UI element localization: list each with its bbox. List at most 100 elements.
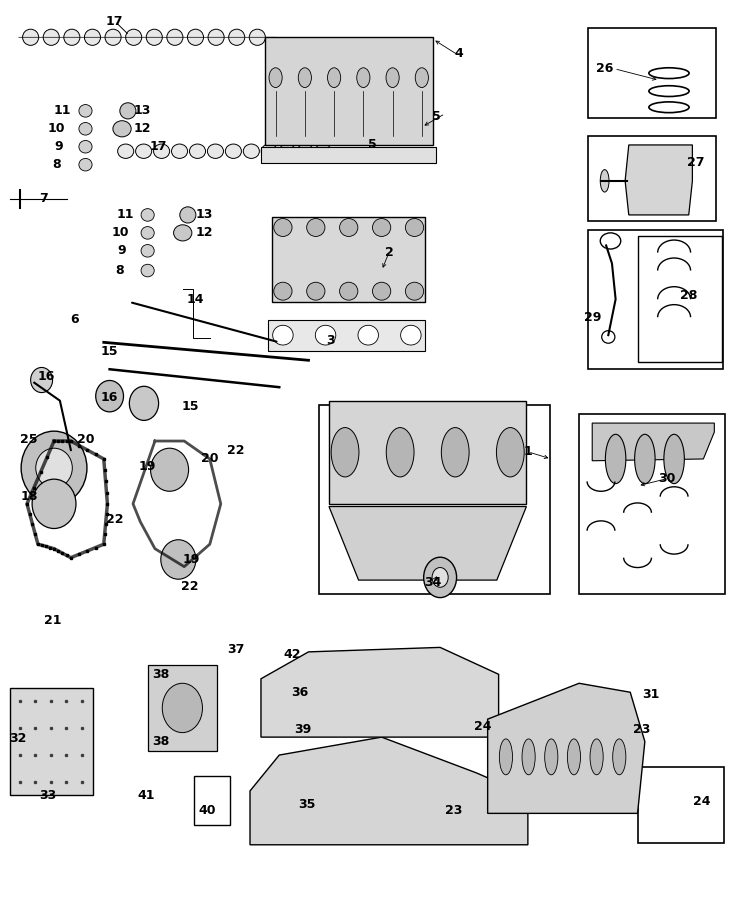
Text: 18: 18 [21,491,38,503]
Text: 5: 5 [432,110,441,122]
Ellipse shape [664,435,684,483]
Ellipse shape [79,140,92,153]
Polygon shape [148,665,217,751]
Ellipse shape [79,158,92,171]
Text: 26: 26 [596,62,614,76]
Ellipse shape [95,381,123,412]
Text: 19: 19 [183,553,200,566]
Polygon shape [250,737,528,845]
Polygon shape [265,37,433,145]
Text: 16: 16 [101,392,118,404]
Ellipse shape [36,448,73,488]
Text: 21: 21 [44,614,62,627]
Ellipse shape [274,283,292,301]
Bar [579,414,725,594]
Text: 27: 27 [687,157,705,169]
Text: 22: 22 [106,514,123,526]
Ellipse shape [269,68,282,87]
Bar [638,767,724,843]
Polygon shape [261,647,498,737]
Text: 10: 10 [111,227,128,239]
Ellipse shape [405,283,424,301]
Bar [638,237,722,362]
Ellipse shape [105,29,121,45]
Text: 7: 7 [40,193,48,205]
Text: 40: 40 [199,805,217,817]
Text: 35: 35 [298,798,316,811]
Text: 25: 25 [21,433,38,446]
Ellipse shape [606,435,626,483]
Text: 37: 37 [227,643,244,656]
Text: 9: 9 [117,244,126,257]
Ellipse shape [340,283,358,301]
Ellipse shape [432,568,448,588]
Ellipse shape [150,448,189,491]
Polygon shape [487,683,645,814]
Text: 14: 14 [186,292,204,306]
Ellipse shape [141,245,154,257]
Ellipse shape [31,367,53,392]
Ellipse shape [162,683,203,733]
Ellipse shape [424,557,457,598]
Text: 23: 23 [633,724,650,736]
Ellipse shape [126,29,142,45]
Text: 11: 11 [54,104,70,117]
Text: 32: 32 [9,733,26,745]
Ellipse shape [243,144,259,158]
Ellipse shape [522,739,535,775]
Text: 13: 13 [196,209,214,221]
Ellipse shape [225,144,241,158]
Text: 20: 20 [77,433,94,446]
Ellipse shape [153,144,170,158]
Text: 33: 33 [39,789,56,802]
Text: 11: 11 [117,209,134,221]
Text: 29: 29 [584,310,601,324]
Ellipse shape [331,428,359,477]
Ellipse shape [441,428,469,477]
Ellipse shape [172,144,188,158]
Text: 23: 23 [445,805,462,817]
Bar [588,28,716,118]
Ellipse shape [635,435,655,483]
Ellipse shape [372,219,390,237]
Text: 19: 19 [139,460,156,473]
Text: 24: 24 [473,720,491,733]
Text: 42: 42 [283,648,301,662]
Ellipse shape [272,325,293,345]
Ellipse shape [187,29,203,45]
Text: 34: 34 [424,576,441,590]
Text: 15: 15 [181,400,199,413]
Polygon shape [329,507,526,580]
Ellipse shape [146,29,162,45]
Ellipse shape [136,144,152,158]
Ellipse shape [208,29,224,45]
Polygon shape [329,400,526,504]
Ellipse shape [600,169,609,192]
Ellipse shape [43,29,59,45]
Ellipse shape [229,29,244,45]
Text: 39: 39 [294,724,311,736]
Ellipse shape [180,207,196,223]
Ellipse shape [161,540,196,580]
Ellipse shape [129,386,159,420]
Text: 22: 22 [181,580,199,593]
Ellipse shape [261,144,277,158]
Ellipse shape [167,29,183,45]
Ellipse shape [84,29,101,45]
Text: 15: 15 [101,345,118,358]
Polygon shape [269,320,426,351]
Ellipse shape [21,431,87,505]
Text: 8: 8 [52,158,60,171]
Ellipse shape [340,219,358,237]
Polygon shape [625,145,692,215]
Ellipse shape [141,209,154,221]
Ellipse shape [141,265,154,277]
Text: 12: 12 [134,122,151,135]
Ellipse shape [357,68,370,87]
Bar [194,776,230,825]
Ellipse shape [64,29,80,45]
Ellipse shape [113,121,131,137]
Ellipse shape [401,325,421,345]
Ellipse shape [120,103,136,119]
Text: 38: 38 [152,735,170,748]
